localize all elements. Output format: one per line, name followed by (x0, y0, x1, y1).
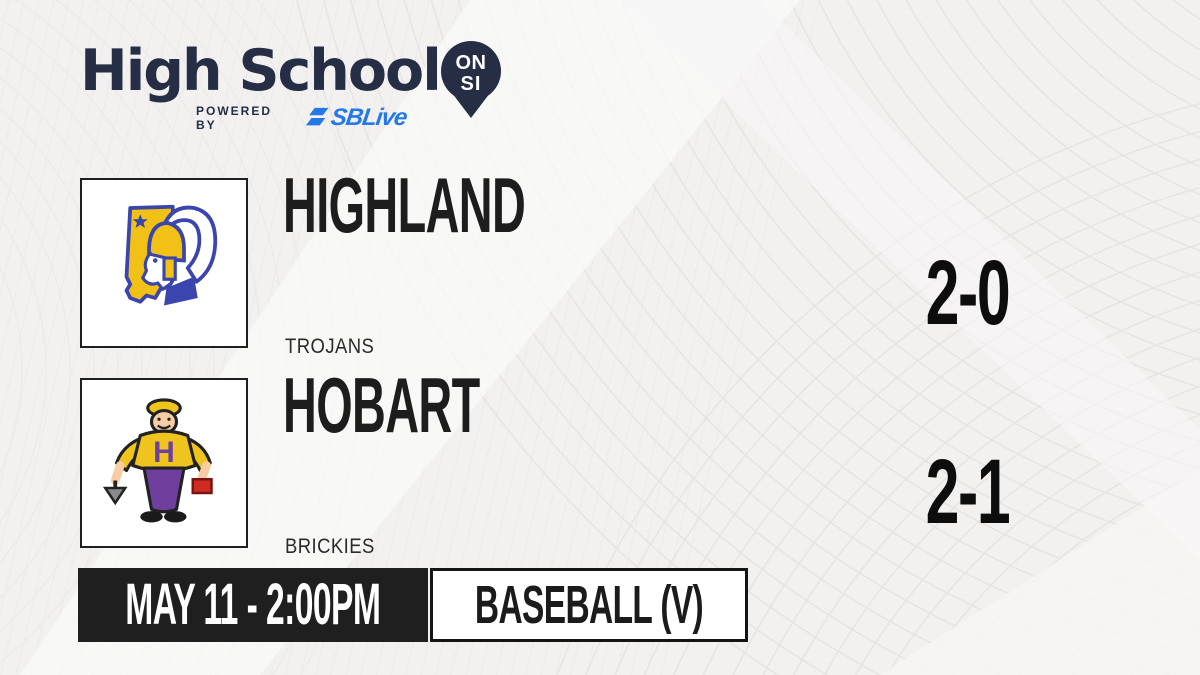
team1-name: HIGHLAND (283, 161, 526, 249)
game-sport-box: BASEBALL (V) (430, 568, 748, 642)
team2-name: HOBART (283, 361, 480, 449)
powered-by-row: POWERED BY SBLive (196, 104, 408, 132)
site-logo-text: High School (80, 38, 442, 104)
sblive-wordmark: SBLive (328, 104, 408, 131)
sblive-s-icon (305, 107, 329, 126)
team2-mascot: BRICKIES (285, 535, 375, 558)
team2-record: 2-1 (925, 441, 1011, 543)
game-datetime-box: MAY 11 - 2:00PM (78, 568, 428, 642)
on-si-pin-icon: ON SI (437, 40, 505, 124)
sblive-logo: SBLive (304, 104, 408, 131)
game-sport: BASEBALL (V) (474, 575, 704, 635)
game-datetime: MAY 11 - 2:00PM (125, 572, 382, 637)
highland-trojans-logo (124, 204, 218, 306)
team1-record: 2-0 (925, 242, 1011, 344)
hobart-brickies-logo: H (102, 398, 213, 523)
team1-mascot: TROJANS (285, 335, 375, 358)
team2-logo-box: H (80, 378, 248, 548)
pin-text-on: ON (456, 52, 487, 74)
powered-by-label: POWERED BY (196, 104, 273, 132)
pin-text-si: SI (461, 73, 482, 95)
svg-text:H: H (153, 436, 175, 469)
team1-logo-box (80, 178, 248, 348)
